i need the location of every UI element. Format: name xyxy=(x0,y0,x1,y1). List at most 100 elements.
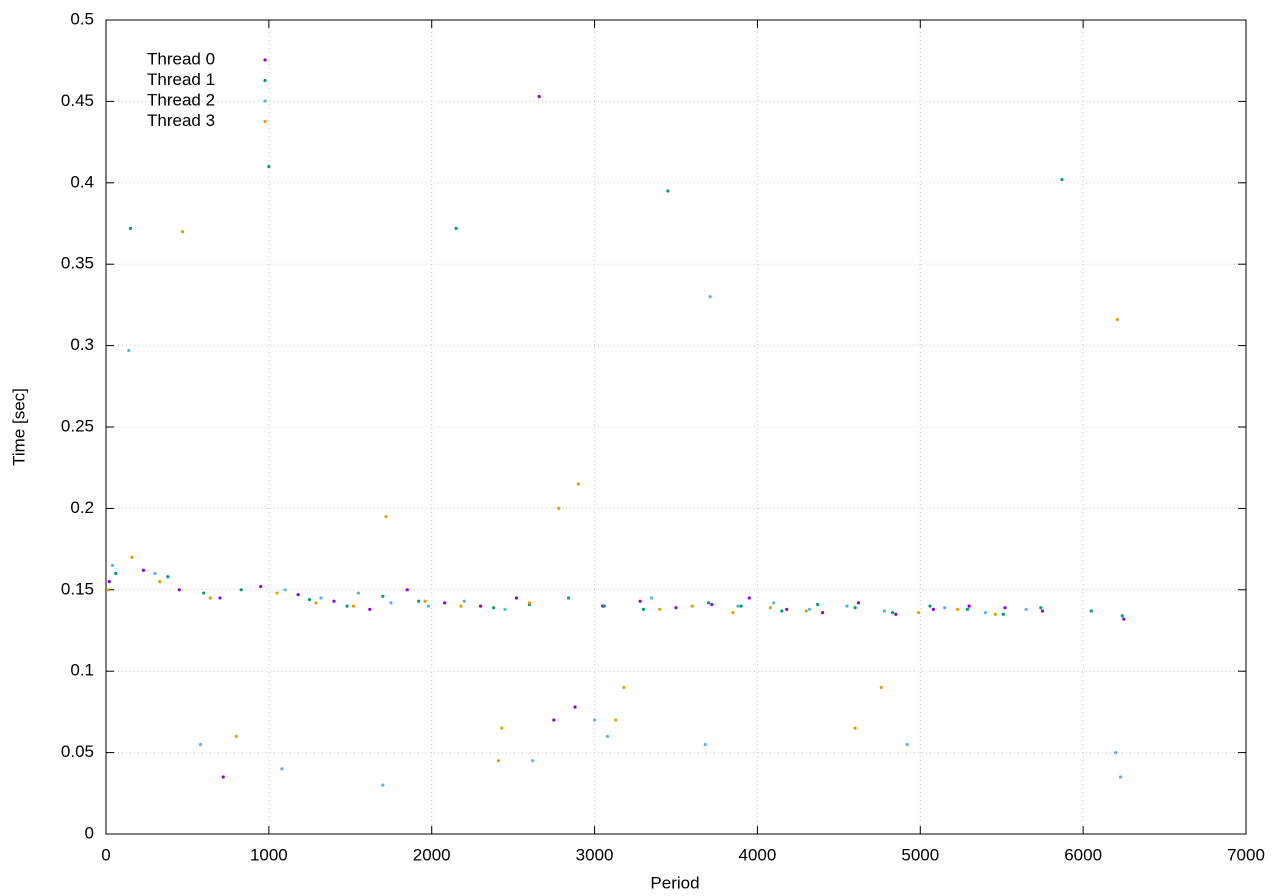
point xyxy=(576,482,580,486)
point xyxy=(710,602,714,607)
y-tick-label: 0.45 xyxy=(61,91,94,110)
point xyxy=(807,607,812,611)
point xyxy=(319,596,323,600)
x-tick-label: 2000 xyxy=(413,845,451,864)
point xyxy=(405,588,409,592)
point xyxy=(557,506,561,510)
point xyxy=(879,685,883,690)
point xyxy=(804,609,808,613)
point xyxy=(853,726,857,730)
point xyxy=(275,591,279,595)
point xyxy=(503,607,507,611)
point xyxy=(566,596,571,600)
y-axis-label: Time [sec] xyxy=(9,388,28,466)
point xyxy=(592,718,597,722)
point xyxy=(983,610,988,615)
y-tick-label: 0.4 xyxy=(70,172,94,191)
point xyxy=(423,599,427,603)
point xyxy=(708,295,712,299)
point xyxy=(180,230,185,234)
point xyxy=(747,596,751,600)
point xyxy=(967,604,971,608)
point xyxy=(905,742,909,747)
point xyxy=(1120,614,1124,618)
point xyxy=(492,606,496,610)
point xyxy=(894,612,898,616)
legend-marker xyxy=(263,99,267,103)
point xyxy=(527,601,532,605)
y-tick-label: 0.25 xyxy=(61,416,94,435)
point xyxy=(736,604,740,608)
legend-marker xyxy=(263,119,267,124)
point xyxy=(107,580,111,584)
point xyxy=(1001,612,1005,616)
point xyxy=(703,742,707,747)
point xyxy=(891,610,895,615)
point xyxy=(845,604,849,608)
point xyxy=(1024,607,1028,611)
point xyxy=(127,348,131,353)
y-tick-label: 0.1 xyxy=(70,661,94,680)
plot-border xyxy=(105,19,1247,835)
point xyxy=(462,599,466,603)
point xyxy=(218,596,222,600)
point xyxy=(239,588,243,592)
point xyxy=(768,606,773,610)
legend-marker xyxy=(263,78,267,83)
point xyxy=(417,599,421,603)
point xyxy=(500,726,504,730)
point xyxy=(496,759,501,763)
point xyxy=(130,555,134,559)
point xyxy=(153,571,157,576)
y-tick-label: 0.5 xyxy=(70,9,94,28)
y-tick-label: 0 xyxy=(85,823,94,842)
point xyxy=(478,604,483,608)
y-tick-label: 0.35 xyxy=(61,254,94,273)
point xyxy=(381,594,385,598)
point xyxy=(882,609,887,613)
point xyxy=(1060,177,1064,182)
point xyxy=(602,604,606,608)
point xyxy=(259,584,263,589)
point xyxy=(166,575,170,579)
point xyxy=(514,596,519,600)
legend-marker xyxy=(263,58,267,62)
point xyxy=(666,189,670,193)
point xyxy=(1040,609,1045,613)
point xyxy=(177,588,181,592)
y-tick-label: 0.3 xyxy=(70,335,94,354)
x-tick-label: 7000 xyxy=(1227,845,1265,864)
point xyxy=(280,767,284,771)
point xyxy=(1089,609,1093,613)
point xyxy=(1039,606,1043,610)
point xyxy=(1003,606,1007,610)
point xyxy=(606,734,610,738)
point xyxy=(731,610,735,615)
point xyxy=(690,604,694,608)
point xyxy=(622,685,626,690)
point xyxy=(307,597,312,602)
point xyxy=(641,607,646,611)
point xyxy=(426,604,431,608)
legend-label: Thread 3 xyxy=(147,111,215,130)
y-tick-label: 0.15 xyxy=(61,579,94,598)
point xyxy=(537,94,541,99)
point xyxy=(674,606,678,610)
point xyxy=(381,783,385,787)
point xyxy=(638,599,642,603)
point xyxy=(943,606,947,610)
point xyxy=(965,607,970,611)
point xyxy=(1115,317,1119,322)
x-axis-label: Period xyxy=(650,873,699,892)
point xyxy=(531,759,535,763)
point xyxy=(106,588,110,592)
point xyxy=(221,775,225,779)
point xyxy=(114,571,118,576)
point xyxy=(658,607,662,611)
point xyxy=(956,607,960,611)
point xyxy=(389,601,393,605)
point xyxy=(573,705,577,709)
x-tick-label: 6000 xyxy=(1064,845,1102,864)
point xyxy=(928,604,932,608)
point xyxy=(314,601,318,605)
